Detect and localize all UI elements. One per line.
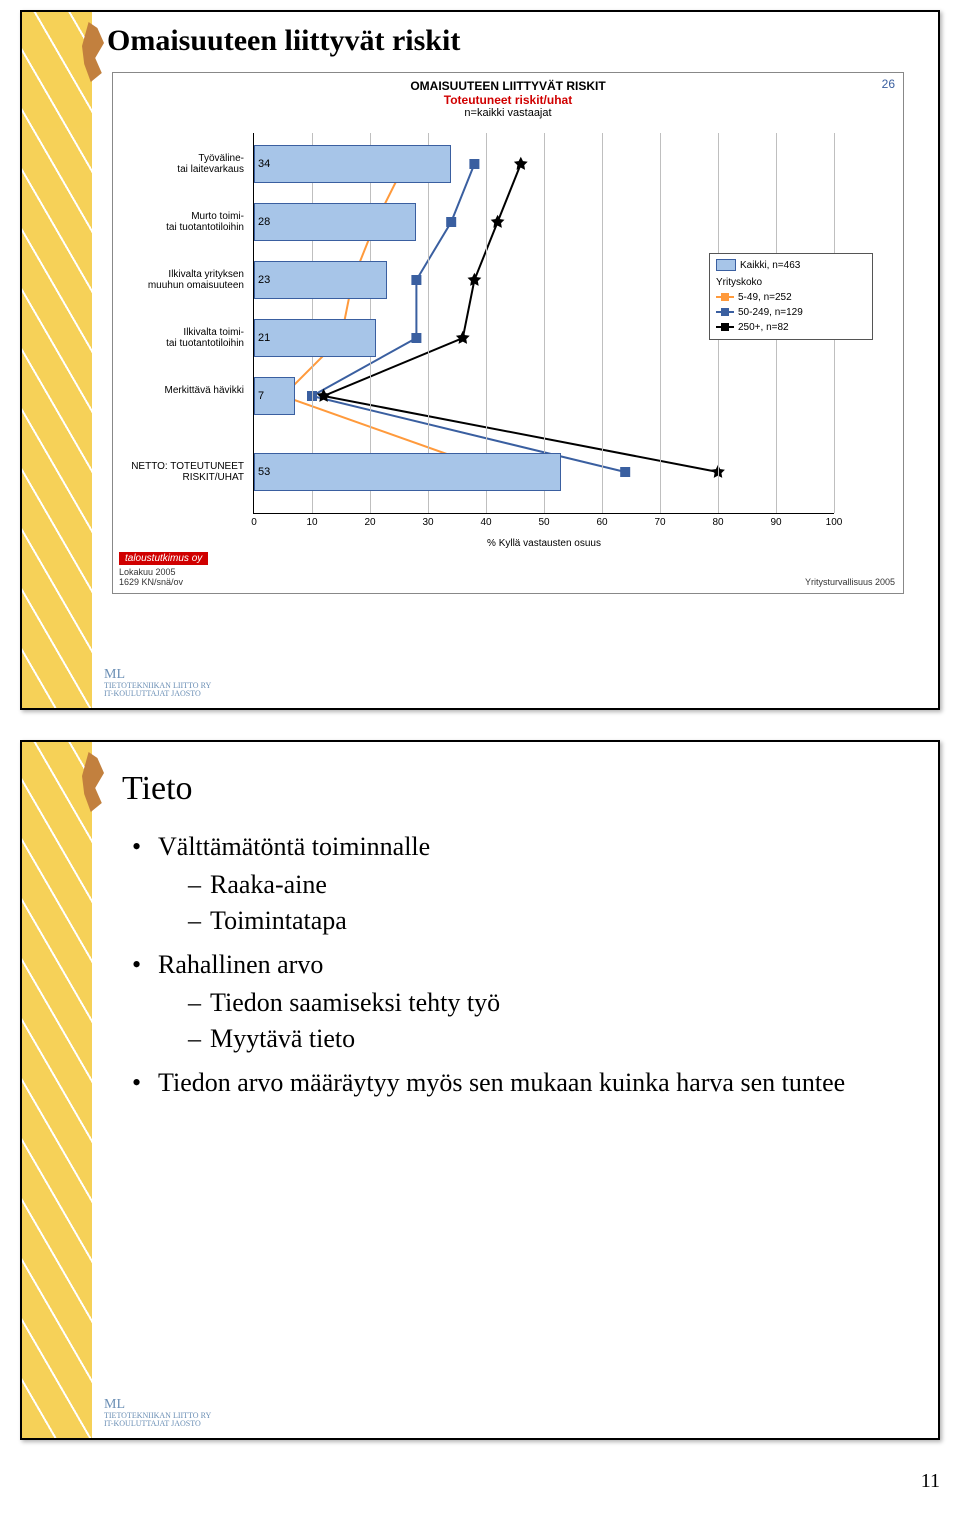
- sub-bullet-list: Raaka-aine Toimintatapa: [158, 870, 898, 936]
- chart-x-tick: 80: [712, 517, 723, 528]
- chart-x-tick: 30: [422, 517, 433, 528]
- footer-logo: ML TIETOTEKNIIKAN LIITTO RY IT-KOULUTTAJ…: [104, 1398, 211, 1428]
- sub-bullet-item: Tiedon saamiseksi tehty työ: [188, 988, 898, 1018]
- chart-x-tick: 90: [770, 517, 781, 528]
- chart-category-label: Työväline-tai laitevarkaus: [114, 153, 244, 175]
- legend-kaikki: Kaikki, n=463: [716, 258, 866, 273]
- chart-category-label: Ilkivalta toimi-tai tuotantotiloihin: [114, 327, 244, 349]
- chart-bar-value: 53: [258, 466, 270, 478]
- bullet-text: Välttämätöntä toiminnalle: [158, 832, 430, 861]
- chart-x-tick: 100: [826, 517, 843, 528]
- chart-bar-value: 28: [258, 216, 270, 228]
- chart-x-tick: 60: [596, 517, 607, 528]
- chart-bar: [254, 145, 451, 183]
- chart-bar: [254, 319, 376, 357]
- slide-title: Tieto: [122, 770, 193, 808]
- chart-bar-row: 7: [254, 377, 834, 415]
- page-number: 11: [20, 1470, 940, 1513]
- slide-1: Omaisuuteen liittyvät riskit 26 OMAISUUT…: [20, 10, 940, 710]
- side-decoration: [22, 742, 92, 1438]
- chart-legend: Kaikki, n=463 Yrityskoko 5-49, n=252 50-…: [709, 253, 873, 340]
- chart-footer-left: taloustutkimus oy Lokakuu 2005 1629 KN/s…: [119, 552, 208, 587]
- footer-logo: ML TIETOTEKNIIKAN LIITTO RY IT-KOULUTTAJ…: [104, 668, 211, 698]
- sub-bullet-item: Raaka-aine: [188, 870, 898, 900]
- footer-logo-small2: IT-KOULUTTAJAT JAOSTO: [104, 1419, 201, 1428]
- chart-footer-brand: taloustutkimus oy: [119, 552, 208, 565]
- chart-bar-row: 34: [254, 145, 834, 183]
- bullet-text: Tiedon arvo määräytyy myös sen mukaan ku…: [158, 1068, 845, 1097]
- legend-s2: 50-249, n=129: [716, 305, 866, 320]
- chart-header: OMAISUUTEEN LIITTYVÄT RISKIT Toteutuneet…: [113, 73, 903, 119]
- chart-x-tick: 50: [538, 517, 549, 528]
- chart-bar: [254, 453, 561, 491]
- sub-bullet-list: Tiedon saamiseksi tehty työ Myytävä tieto: [158, 988, 898, 1054]
- bullet-text: Rahallinen arvo: [158, 950, 323, 979]
- chart-bar-value: 7: [258, 390, 264, 402]
- slide-title: Omaisuuteen liittyvät riskit: [107, 24, 460, 58]
- chart-category-label: Ilkivalta yrityksenmuuhun omaisuuteen: [114, 269, 244, 291]
- chart-x-tick: 0: [251, 517, 257, 528]
- chart-page-number: 26: [882, 77, 895, 91]
- chart-bar-row: 53: [254, 453, 834, 491]
- chart-footer-line1: Lokakuu 2005: [119, 567, 176, 577]
- sub-bullet-item: Toimintatapa: [188, 906, 898, 936]
- legend-s3: 250+, n=82: [716, 320, 866, 335]
- chart-x-tick: 20: [364, 517, 375, 528]
- legend-group-title: Yrityskoko: [716, 275, 866, 290]
- chart-bar-value: 34: [258, 158, 270, 170]
- chart-footer-line2: 1629 KN/snä/ov: [119, 577, 183, 587]
- chart-bar-value: 21: [258, 332, 270, 344]
- chart-category-label: NETTO: TOTEUTUNEETRISKIT/UHAT: [114, 461, 244, 483]
- footer-logo-ml: ML: [104, 667, 125, 682]
- bullet-item: Rahallinen arvo Tiedon saamiseksi tehty t…: [132, 950, 898, 1054]
- footer-logo-small2: IT-KOULUTTAJAT JAOSTO: [104, 689, 201, 698]
- side-decoration: [22, 12, 92, 708]
- chart-bar-row: 28: [254, 203, 834, 241]
- bullet-list: Välttämätöntä toiminnalle Raaka-aine Toimi…: [132, 832, 898, 1098]
- chart-header-line2: Toteutuneet riskit/uhat: [113, 93, 903, 107]
- chart-bar-value: 23: [258, 274, 270, 286]
- chart-x-tick: 40: [480, 517, 491, 528]
- chart-x-tick: 10: [306, 517, 317, 528]
- bullet-item: Tiedon arvo määräytyy myös sen mukaan ku…: [132, 1068, 898, 1098]
- chart-x-tick: 70: [654, 517, 665, 528]
- legend-s1: 5-49, n=252: [716, 290, 866, 305]
- chart-bar: [254, 203, 416, 241]
- chart-footer-right: Yritysturvallisuus 2005: [805, 577, 895, 587]
- chart-category-label: Murto toimi-tai tuotantotiloihin: [114, 211, 244, 233]
- chart-bar: [254, 261, 387, 299]
- chart-container: 26 OMAISUUTEEN LIITTYVÄT RISKIT Toteutun…: [112, 72, 904, 594]
- bullet-item: Välttämätöntä toiminnalle Raaka-aine Toimi…: [132, 832, 898, 936]
- chart-x-title: % Kyllä vastausten osuus: [487, 538, 601, 549]
- chart-header-line1: OMAISUUTEEN LIITTYVÄT RISKIT: [113, 79, 903, 93]
- slide-body: Välttämätöntä toiminnalle Raaka-aine Toimi…: [132, 832, 898, 1112]
- chart-header-line3: n=kaikki vastaajat: [113, 107, 903, 119]
- chart-category-label: Merkittävä hävikki: [114, 385, 244, 396]
- slide-2: Tieto Välttämätöntä toiminnalle Raaka-ain…: [20, 740, 940, 1440]
- footer-logo-ml: ML: [104, 1397, 125, 1412]
- sub-bullet-item: Myytävä tieto: [188, 1024, 898, 1054]
